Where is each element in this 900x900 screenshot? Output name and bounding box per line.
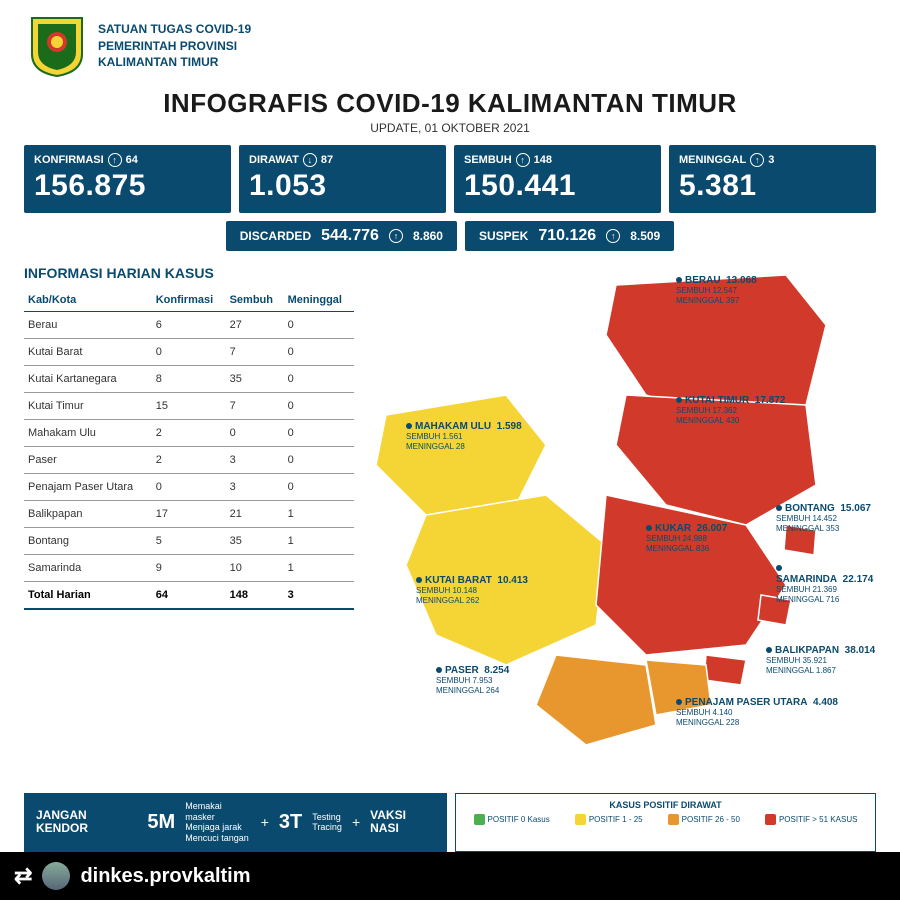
map-label: BONTANG 15.067SEMBUH 14.452MENINGGAL 353 (776, 503, 871, 533)
sec-card-1: SUSPEK710.126↑8.509 (465, 221, 674, 251)
daily-cases-table: Kab/KotaKonfirmasiSembuhMeninggal Berau6… (24, 289, 354, 610)
repost-bar[interactable]: ⇄ dinkes.provkaltim (0, 852, 900, 900)
repost-handle: dinkes.provkaltim (80, 865, 250, 888)
map-legend: KASUS POSITIF DIRAWAT POSITIF 0 Kasus POS… (455, 793, 876, 852)
map-label: KUTAI BARAT 10.413SEMBUH 10.148MENINGGAL… (416, 575, 528, 605)
map-region-balikpapan (704, 655, 746, 685)
stat-card-3: MENINGGAL↑3 5.381 (669, 145, 876, 213)
table-header: Konfirmasi (152, 289, 226, 312)
prevention-banner: JANGAN KENDOR 5M Memakai masker Menjaga … (24, 793, 447, 852)
table-row: Mahakam Ulu200 (24, 420, 354, 447)
map-label: PASER 8.254SEMBUH 7.953MENINGGAL 264 (436, 665, 509, 695)
daily-table-panel: INFORMASI HARIAN KASUS Kab/KotaKonfirmas… (24, 265, 354, 745)
5m-label: 5M (147, 811, 175, 834)
vaksinasi-label: VAKSI NASI (370, 809, 435, 835)
stat-card-0: KONFIRMASI↑64 156.875 (24, 145, 231, 213)
table-row: Bontang5351 (24, 528, 354, 555)
table-row: Penajam Paser Utara030 (24, 474, 354, 501)
header-line2: PEMERINTAH PROVINSI (98, 38, 251, 55)
header-line1: SATUAN TUGAS COVID-19 (98, 21, 251, 38)
table-row: Berau6270 (24, 312, 354, 339)
3t-items: Testing Tracing (312, 812, 342, 834)
5m-items: Memakai masker Menjaga jarak Mencuci tan… (185, 801, 251, 844)
page-title: INFOGRAFIS COVID-19 KALIMANTAN TIMUR (0, 88, 900, 119)
avatar (42, 862, 70, 890)
map-label: KUTAI TIMUR 17.872SEMBUH 17.362MENINGGAL… (676, 395, 785, 425)
map-region-paser (536, 655, 656, 745)
map-label: KUKAR 26.007SEMBUH 24.988MENINGGAL 836 (646, 523, 727, 553)
map-label: BALIKPAPAN 38.014SEMBUH 35.921MENINGGAL … (766, 645, 875, 675)
legend-item: POSITIF 26 - 50 (668, 814, 740, 825)
legend-item: POSITIF > 51 KASUS (765, 814, 857, 825)
map-region-mahakam-ulu (376, 395, 546, 515)
stat-card-2: SEMBUH↑148 150.441 (454, 145, 661, 213)
secondary-stats: DISCARDED544.776↑8.860 SUSPEK710.126↑8.5… (0, 221, 900, 251)
table-row: Kutai Barat070 (24, 339, 354, 366)
table-row: Kutai Timur1570 (24, 393, 354, 420)
legend-item: POSITIF 1 - 25 (575, 814, 643, 825)
map-label: BERAU 13.068SEMBUH 12.547MENINGGAL 397 (676, 275, 757, 305)
table-header: Kab/Kota (24, 289, 152, 312)
table-total-row: Total Harian641483 (24, 582, 354, 610)
stat-card-1: DIRAWAT↓87 1.053 (239, 145, 446, 213)
table-header: Sembuh (226, 289, 284, 312)
table-row: Balikpapan17211 (24, 501, 354, 528)
table-header: Meninggal (284, 289, 354, 312)
primary-stats: KONFIRMASI↑64 156.875 DIRAWAT↓87 1.053 S… (0, 145, 900, 213)
map-label: SAMARINDA 22.174SEMBUH 21.369MENINGGAL 7… (776, 563, 876, 604)
table-row: Kutai Kartanegara8350 (24, 366, 354, 393)
map-label: PENAJAM PASER UTARA 4.408SEMBUH 4.140MEN… (676, 697, 838, 727)
repost-icon: ⇄ (14, 863, 32, 889)
header-line3: KALIMANTAN TIMUR (98, 54, 251, 71)
update-date: UPDATE, 01 OKTOBER 2021 (0, 121, 900, 135)
header: SATUAN TUGAS COVID-19 PEMERINTAH PROVINS… (0, 0, 900, 84)
legend-item: POSITIF 0 Kasus (474, 814, 550, 825)
table-row: Samarinda9101 (24, 555, 354, 582)
table-title: INFORMASI HARIAN KASUS (24, 265, 354, 281)
map-label: MAHAKAM ULU 1.598SEMBUH 1.561MENINGGAL 2… (406, 421, 522, 451)
table-row: Paser230 (24, 447, 354, 474)
jangan-kendor: JANGAN KENDOR (36, 809, 137, 835)
3t-label: 3T (279, 811, 302, 834)
bottom-bar: JANGAN KENDOR 5M Memakai masker Menjaga … (24, 793, 876, 852)
legend-title: KASUS POSITIF DIRAWAT (466, 800, 865, 810)
provincial-logo (30, 14, 84, 78)
map-panel: BERAU 13.068SEMBUH 12.547MENINGGAL 397 KU… (366, 265, 876, 745)
sec-card-0: DISCARDED544.776↑8.860 (226, 221, 457, 251)
